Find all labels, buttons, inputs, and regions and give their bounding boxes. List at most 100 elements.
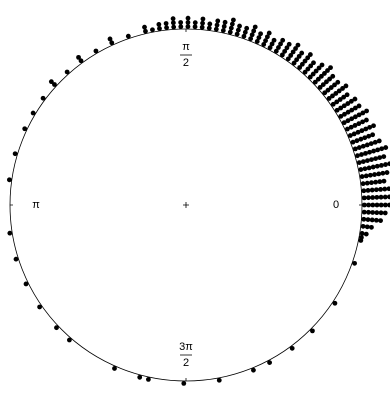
point bbox=[370, 188, 375, 193]
point bbox=[357, 104, 362, 109]
point bbox=[24, 282, 29, 287]
point bbox=[383, 145, 388, 150]
point bbox=[372, 172, 377, 177]
point bbox=[223, 20, 228, 25]
point bbox=[369, 157, 374, 162]
point bbox=[375, 203, 380, 208]
point bbox=[215, 23, 220, 28]
point bbox=[366, 217, 371, 222]
point bbox=[13, 151, 18, 156]
point bbox=[374, 218, 379, 223]
point bbox=[374, 187, 379, 192]
point bbox=[373, 156, 378, 161]
point bbox=[287, 42, 292, 47]
point bbox=[379, 163, 384, 168]
point bbox=[215, 19, 220, 24]
point bbox=[370, 210, 375, 215]
point bbox=[267, 360, 272, 365]
point bbox=[200, 21, 205, 26]
point bbox=[369, 225, 374, 230]
tick-label: π bbox=[182, 41, 190, 53]
point bbox=[362, 210, 367, 215]
point bbox=[333, 301, 338, 306]
point bbox=[344, 84, 349, 89]
point bbox=[366, 195, 371, 200]
point bbox=[383, 162, 388, 167]
point bbox=[362, 195, 367, 200]
tick-label: 3π bbox=[179, 341, 193, 353]
point bbox=[361, 188, 366, 193]
point bbox=[231, 18, 236, 23]
point bbox=[280, 38, 285, 43]
point bbox=[186, 20, 191, 25]
point bbox=[361, 217, 366, 222]
point bbox=[365, 158, 370, 163]
point bbox=[200, 25, 205, 30]
point bbox=[367, 150, 372, 155]
point bbox=[181, 381, 186, 386]
point bbox=[377, 139, 382, 144]
point bbox=[382, 179, 387, 184]
point bbox=[377, 179, 382, 184]
point bbox=[22, 126, 27, 131]
point bbox=[126, 34, 131, 39]
point bbox=[335, 80, 340, 85]
point bbox=[378, 218, 383, 223]
point bbox=[171, 20, 176, 25]
point bbox=[364, 232, 369, 237]
center-mark bbox=[183, 202, 189, 208]
point bbox=[361, 181, 366, 186]
point bbox=[178, 24, 183, 29]
point bbox=[352, 261, 357, 266]
point bbox=[328, 65, 333, 70]
point bbox=[41, 96, 46, 101]
point bbox=[353, 97, 358, 102]
point bbox=[365, 224, 370, 229]
tick-label: π bbox=[32, 199, 40, 211]
point bbox=[374, 195, 379, 200]
point bbox=[359, 152, 364, 157]
point bbox=[207, 22, 212, 27]
point bbox=[382, 187, 387, 192]
point bbox=[228, 30, 233, 35]
point bbox=[366, 203, 371, 208]
point bbox=[330, 74, 335, 79]
point bbox=[308, 52, 313, 57]
point bbox=[112, 366, 117, 371]
point bbox=[253, 25, 258, 30]
tick-label: 2 bbox=[183, 357, 189, 369]
point bbox=[377, 155, 382, 160]
point bbox=[360, 231, 365, 236]
point bbox=[214, 27, 219, 32]
point bbox=[201, 17, 206, 22]
point bbox=[299, 51, 304, 56]
point bbox=[369, 180, 374, 185]
point bbox=[361, 159, 366, 164]
point bbox=[365, 181, 370, 186]
point bbox=[171, 25, 176, 30]
point bbox=[222, 24, 227, 29]
point bbox=[379, 146, 384, 151]
point bbox=[14, 257, 19, 262]
point bbox=[142, 25, 147, 30]
point bbox=[362, 203, 367, 208]
point bbox=[157, 26, 162, 31]
point bbox=[381, 154, 386, 159]
point bbox=[364, 109, 369, 114]
point bbox=[385, 170, 390, 175]
point bbox=[76, 55, 81, 60]
point bbox=[137, 375, 142, 380]
tick-label: 2 bbox=[183, 57, 189, 69]
point bbox=[379, 203, 384, 208]
tick-label: 0 bbox=[333, 199, 339, 211]
point bbox=[108, 37, 113, 42]
point bbox=[366, 188, 371, 193]
point bbox=[267, 31, 272, 36]
point bbox=[251, 368, 256, 373]
point bbox=[311, 60, 316, 65]
point bbox=[49, 79, 54, 84]
point bbox=[193, 24, 198, 29]
point bbox=[370, 195, 375, 200]
point bbox=[229, 26, 234, 31]
